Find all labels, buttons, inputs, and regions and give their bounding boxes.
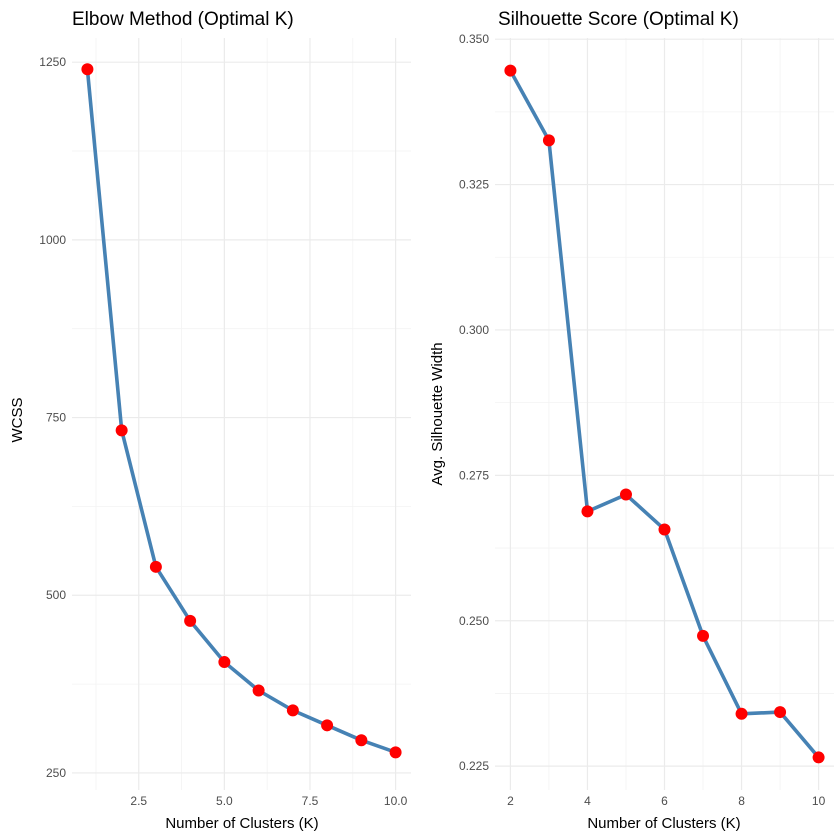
elbow-series-line: [85, 67, 398, 755]
elbow-y-tick-label: 1000: [39, 233, 66, 247]
silhouette-x-tick-label: 10: [812, 794, 826, 808]
elbow-y-tick-label: 1250: [39, 55, 66, 69]
elbow-data-point: [355, 734, 368, 747]
elbow-data-point: [218, 656, 231, 669]
elbow-data-point: [321, 719, 334, 732]
silhouette-y-tick-label: 0.350: [459, 32, 489, 46]
elbow-y-axis-label: WCSS: [9, 398, 26, 443]
silhouette-y-tick-label: 0.325: [459, 178, 489, 192]
elbow-x-axis-label: Number of Clusters (K): [165, 815, 318, 832]
elbow-x-tick-label: 2.5: [130, 794, 147, 808]
silhouette-y-ticks: 0.225 0.250 0.275 0.300 0.325 0.350: [459, 32, 489, 773]
silhouette-y-tick-label: 0.250: [459, 614, 489, 628]
elbow-y-ticks: 250 500 750 1000 1250: [39, 55, 66, 780]
silhouette-data-point: [812, 751, 825, 764]
silhouette-data-point: [697, 629, 710, 642]
silhouette-chart: Silhouette Score (Optimal K) 2 4 6 8 10 0.22…: [429, 9, 834, 832]
elbow-y-tick-label: 750: [46, 411, 66, 425]
silhouette-x-tick-label: 6: [661, 794, 668, 808]
elbow-data-point: [81, 63, 94, 76]
elbow-y-tick-label: 250: [46, 766, 66, 780]
silhouette-data-point: [658, 523, 671, 536]
elbow-x-ticks: 2.5 5.0 7.5 10.0: [130, 794, 407, 808]
silhouette-x-tick-label: 8: [738, 794, 745, 808]
silhouette-data-point: [735, 707, 748, 720]
elbow-data-point: [115, 424, 128, 437]
elbow-x-tick-label: 10.0: [384, 794, 408, 808]
silhouette-data-point: [619, 488, 632, 501]
silhouette-data-point: [581, 505, 594, 518]
silhouette-y-tick-label: 0.225: [459, 759, 489, 773]
elbow-chart-title: Elbow Method (Optimal K): [72, 9, 294, 30]
elbow-points: [81, 63, 402, 759]
elbow-data-point: [389, 746, 402, 759]
elbow-data-point: [184, 614, 197, 627]
silhouette-x-axis-label: Number of Clusters (K): [587, 815, 740, 832]
elbow-x-tick-label: 7.5: [302, 794, 319, 808]
silhouette-y-tick-label: 0.300: [459, 323, 489, 337]
silhouette-gridlines: [495, 38, 834, 790]
silhouette-points: [504, 64, 825, 764]
silhouette-data-point: [542, 134, 555, 147]
elbow-x-tick-label: 5.0: [216, 794, 233, 808]
elbow-chart: Elbow Method (Optimal K) 2.5 5.0 7.5 10.0 2…: [9, 9, 411, 832]
silhouette-data-point: [504, 64, 517, 77]
elbow-y-tick-label: 500: [46, 588, 66, 602]
silhouette-x-ticks: 2 4 6 8 10: [507, 794, 826, 808]
silhouette-x-tick-label: 4: [584, 794, 591, 808]
silhouette-data-point: [774, 706, 787, 719]
silhouette-y-axis-label: Avg. Silhouette Width: [429, 342, 446, 485]
silhouette-chart-title: Silhouette Score (Optimal K): [498, 9, 739, 30]
silhouette-x-tick-label: 2: [507, 794, 514, 808]
elbow-data-point: [149, 560, 162, 573]
silhouette-y-tick-label: 0.275: [459, 468, 489, 482]
elbow-data-point: [252, 684, 265, 697]
elbow-data-point: [286, 704, 299, 717]
